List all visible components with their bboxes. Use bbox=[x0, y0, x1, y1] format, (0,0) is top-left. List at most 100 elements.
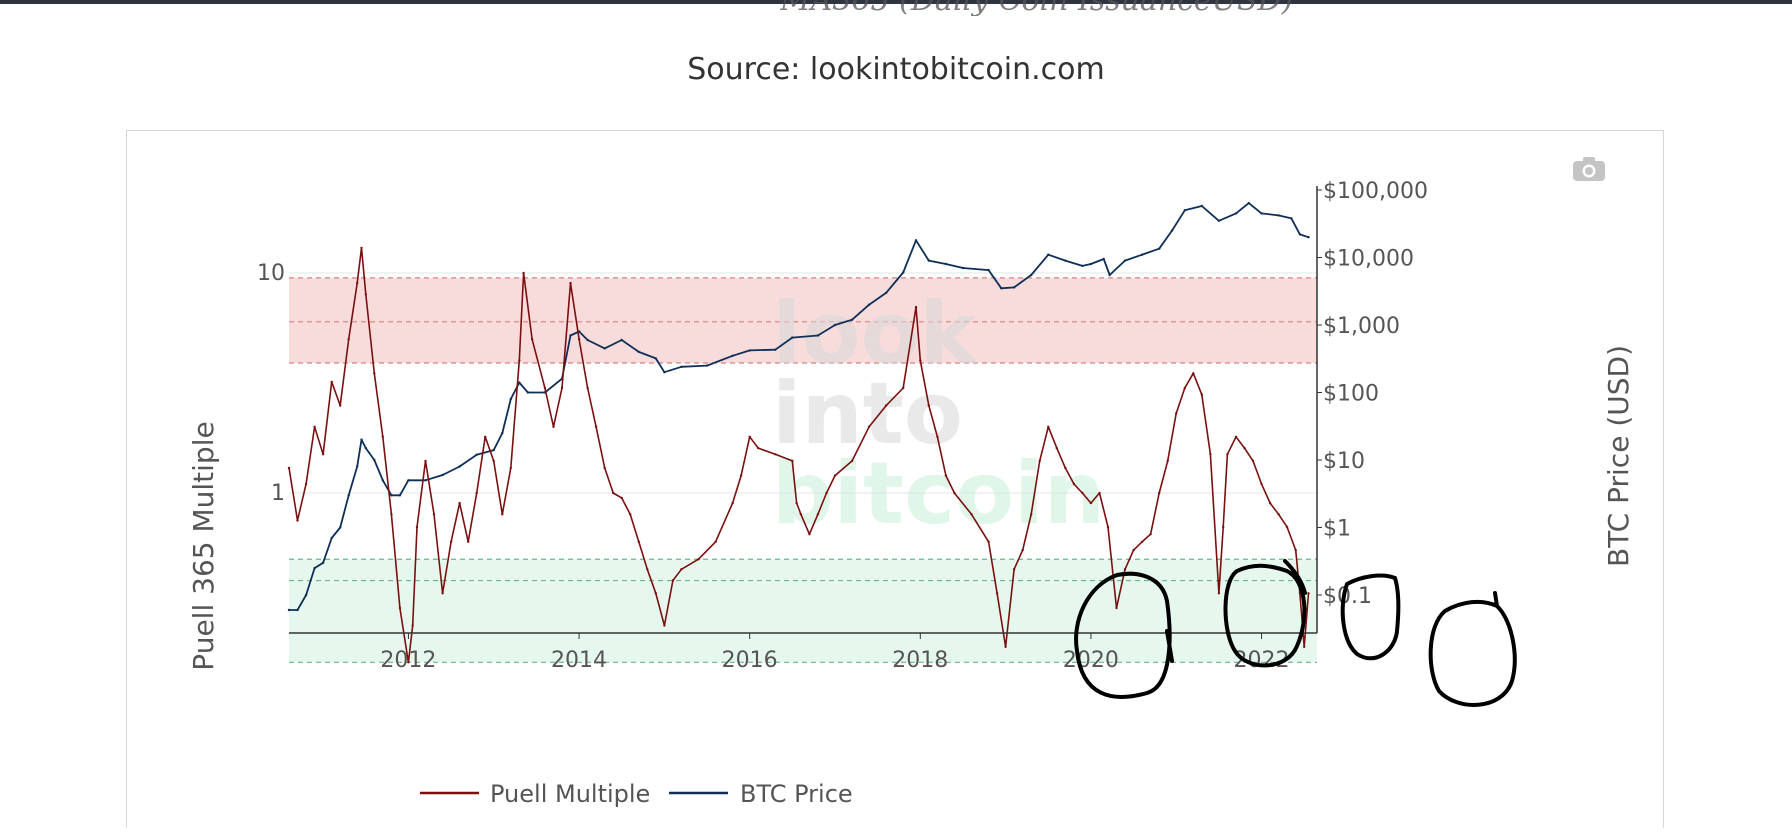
series-point bbox=[407, 479, 410, 482]
series-point bbox=[1285, 525, 1289, 529]
series-point bbox=[330, 536, 333, 540]
series-point bbox=[313, 566, 316, 570]
series-point bbox=[1012, 568, 1016, 571]
series-point bbox=[850, 318, 854, 321]
legend: Puell Multiple BTC Price bbox=[420, 780, 853, 808]
series-point bbox=[518, 359, 521, 362]
series-point bbox=[364, 293, 367, 296]
annotation-circles bbox=[1074, 559, 1517, 707]
series-point bbox=[987, 540, 990, 543]
series-point bbox=[1243, 446, 1246, 450]
series-point bbox=[936, 435, 939, 438]
series-point bbox=[1222, 525, 1225, 529]
series-point bbox=[526, 391, 530, 394]
y-right-tick-label: $1 bbox=[1323, 517, 1351, 542]
annotation-circle-1 bbox=[1074, 571, 1174, 699]
legend-item-btc[interactable]: BTC Price bbox=[669, 780, 853, 808]
legend-item-puell[interactable]: Puell Multiple bbox=[420, 780, 650, 808]
series-point bbox=[850, 459, 854, 463]
series-point bbox=[1307, 592, 1310, 595]
series-btc-price bbox=[287, 201, 1310, 612]
series-point bbox=[407, 661, 410, 664]
series-point bbox=[381, 479, 384, 482]
series-point bbox=[646, 568, 649, 571]
series-point bbox=[1277, 513, 1280, 516]
series-point bbox=[381, 435, 384, 438]
series-point bbox=[484, 435, 487, 438]
series-point bbox=[1217, 219, 1221, 222]
series-point bbox=[731, 501, 734, 505]
series-point bbox=[475, 491, 478, 495]
y-left-tick-label: 1 bbox=[271, 481, 285, 506]
series-point bbox=[313, 425, 316, 428]
series-point bbox=[287, 466, 291, 470]
series-point bbox=[1260, 482, 1263, 486]
series-point bbox=[1030, 513, 1033, 516]
series-point bbox=[415, 525, 419, 529]
series-point bbox=[330, 380, 333, 384]
series-point bbox=[816, 334, 820, 337]
series-point bbox=[697, 558, 700, 561]
series-point bbox=[390, 494, 393, 497]
series-point bbox=[458, 501, 461, 505]
series-point bbox=[637, 350, 640, 354]
y-axis-left-label: Puell 365 Multiple bbox=[187, 421, 220, 670]
series-point bbox=[347, 494, 350, 497]
series-point bbox=[654, 592, 657, 595]
series-point bbox=[356, 465, 359, 468]
x-tick-label: 2018 bbox=[892, 648, 948, 673]
series-point bbox=[663, 371, 666, 374]
series-point bbox=[995, 592, 999, 595]
series-point bbox=[1251, 459, 1255, 463]
series-point bbox=[594, 425, 598, 428]
series-point bbox=[1234, 212, 1238, 215]
camera-button[interactable] bbox=[1573, 157, 1605, 181]
series-point bbox=[1081, 264, 1084, 268]
series-point bbox=[1140, 540, 1144, 543]
series-point bbox=[1012, 286, 1016, 289]
series-point bbox=[441, 473, 444, 477]
annotation-circle-3 bbox=[1340, 573, 1401, 661]
series-point bbox=[586, 386, 589, 390]
series-point bbox=[799, 513, 803, 516]
series-point bbox=[1303, 645, 1306, 648]
y-right-tick-label: $100 bbox=[1323, 382, 1379, 407]
series-point bbox=[1115, 606, 1118, 610]
series-point bbox=[1307, 236, 1310, 239]
series-point bbox=[1098, 491, 1101, 495]
series-point bbox=[612, 491, 615, 495]
series-point bbox=[1183, 209, 1187, 212]
series-point bbox=[774, 348, 777, 351]
series-point bbox=[1268, 501, 1272, 505]
series-point bbox=[530, 338, 534, 341]
series-point bbox=[398, 606, 402, 610]
series-point bbox=[398, 494, 402, 497]
series-point bbox=[603, 466, 606, 470]
series-point bbox=[919, 359, 922, 362]
series-point bbox=[424, 479, 427, 482]
series-point bbox=[449, 540, 453, 543]
series-point bbox=[987, 268, 990, 272]
series-point bbox=[501, 513, 504, 516]
series-point bbox=[1000, 287, 1003, 290]
series-point bbox=[1081, 491, 1084, 495]
series-point bbox=[339, 526, 342, 529]
series-point bbox=[1226, 453, 1229, 456]
legend-label-puell: Puell Multiple bbox=[490, 780, 650, 808]
series-point bbox=[833, 323, 837, 327]
series-point bbox=[731, 354, 734, 357]
series-point bbox=[902, 271, 905, 274]
series-point bbox=[833, 474, 837, 477]
series-point bbox=[867, 303, 871, 306]
series-point bbox=[356, 281, 359, 285]
series-point bbox=[1175, 412, 1178, 415]
series-point bbox=[825, 491, 828, 495]
series-point bbox=[569, 281, 572, 285]
series-point bbox=[1108, 273, 1111, 277]
series-point bbox=[1132, 548, 1135, 552]
series-point bbox=[1192, 372, 1195, 375]
series-point bbox=[914, 305, 918, 309]
series-point bbox=[373, 458, 376, 462]
series-point bbox=[795, 501, 798, 505]
series-point bbox=[620, 338, 623, 342]
